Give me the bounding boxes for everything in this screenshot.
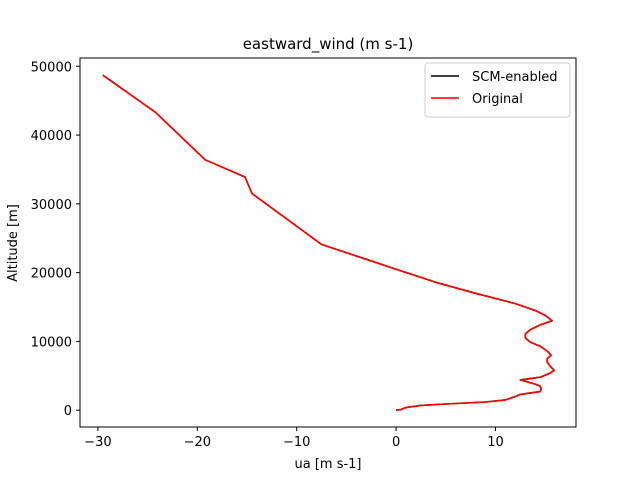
y-tick-label: 20000 [31,267,72,282]
legend: SCM-enabled Original [424,62,571,118]
y-tick-label: 0 [64,404,72,419]
chart-title: eastward_wind (m s-1) [243,35,414,54]
y-tick-label: 30000 [31,198,72,213]
legend-label: SCM-enabled [472,70,558,85]
x-tick-label: −20 [184,435,211,450]
y-axis: 0 10000 20000 30000 40000 50000 [31,60,80,419]
plot-area [102,74,555,411]
legend-box [424,62,571,118]
x-axis-label: ua [m s-1] [294,457,361,472]
series-line-original [102,74,555,411]
y-tick-label: 50000 [31,60,72,75]
x-tick-label: 10 [487,435,504,450]
y-tick-label: 40000 [31,129,72,144]
x-tick-label: −10 [283,435,310,450]
axes-frame [79,57,577,428]
legend-label: Original [472,92,523,107]
y-axis-label: Altitude [m] [6,204,21,282]
x-tick-label: −30 [84,435,111,450]
x-tick-label: 0 [392,435,400,450]
y-tick-label: 10000 [31,335,72,350]
x-axis: −30 −20 −10 0 10 [84,427,504,450]
